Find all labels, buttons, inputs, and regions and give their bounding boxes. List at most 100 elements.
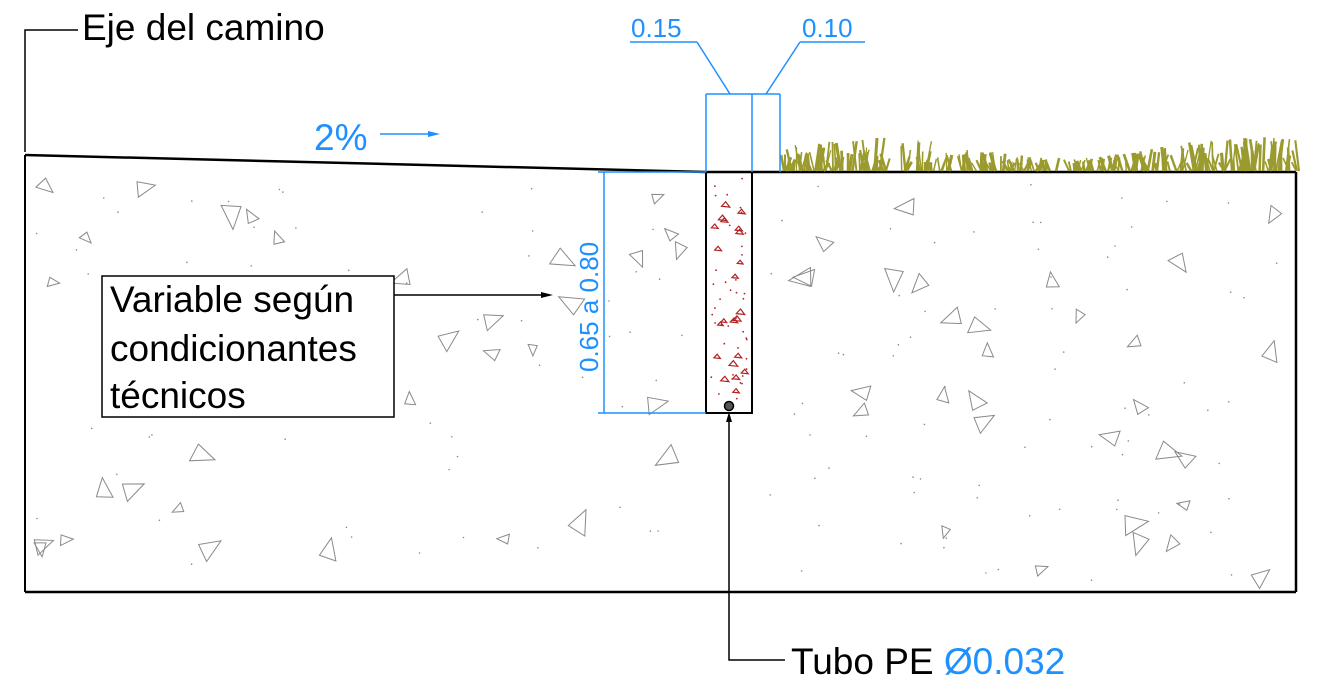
hatch-triangle	[893, 197, 915, 216]
hatch-triangle	[628, 249, 644, 269]
hatch-triangle	[939, 306, 962, 325]
hatch-triangle	[273, 229, 286, 245]
grass-blade	[1038, 159, 1044, 172]
hatch-dot	[1243, 296, 1245, 299]
road-axis-leader	[24, 29, 78, 152]
aggregate-triangle	[736, 259, 745, 265]
hatch-dot	[531, 230, 534, 232]
concrete-aggregate	[710, 177, 750, 400]
aggregate-dot	[735, 317, 737, 319]
hatch-dot	[1121, 453, 1124, 456]
hatch-dot	[658, 278, 661, 280]
grass-blade	[1204, 154, 1211, 172]
hatch-dot	[186, 261, 188, 264]
hatch-dot	[1227, 202, 1230, 204]
grass-blade	[905, 161, 913, 172]
grass-blade	[796, 160, 802, 172]
grass-blade	[1063, 159, 1070, 172]
grass-blade	[1132, 155, 1139, 172]
hatch-triangle	[1165, 533, 1181, 553]
hatch-dot	[828, 467, 830, 469]
hatch-dot	[1275, 262, 1278, 265]
grass-blade	[1228, 139, 1234, 172]
aggregate-dot	[743, 292, 746, 295]
hatch-dot	[477, 318, 479, 321]
road-axis-label: Eje del camino	[82, 7, 325, 48]
grass-blade	[1019, 155, 1024, 172]
grass-blade	[1291, 150, 1298, 172]
hatch-dot	[608, 300, 610, 302]
hatch-dot	[842, 353, 845, 356]
grass-blade	[1043, 159, 1051, 172]
hatch-dot	[1230, 574, 1233, 576]
hatch-triangle	[849, 385, 872, 402]
grass-blade	[1269, 141, 1277, 172]
hatch-triangle	[791, 268, 816, 288]
hatch-dot	[900, 542, 902, 545]
hatch-dot	[1049, 418, 1051, 421]
aggregate-triangle	[719, 375, 731, 383]
hatch-dot	[117, 211, 119, 213]
hatch-triangle	[59, 534, 75, 547]
aggregate-triangle	[733, 225, 744, 232]
aggregate-dot	[732, 374, 734, 376]
hatch-triangle	[171, 501, 185, 513]
hatch-dot	[1054, 368, 1056, 370]
grass-blade	[1086, 160, 1092, 172]
grass-blade	[1185, 162, 1193, 172]
hatch-dot	[1040, 221, 1042, 224]
aggregate-dot	[741, 245, 743, 248]
grass-blade	[1264, 161, 1269, 172]
hatch-dot	[1117, 499, 1119, 502]
hatch-dot	[405, 282, 408, 284]
aggregate-dot	[718, 393, 720, 395]
hatch-dot	[769, 494, 771, 496]
hatch-dot	[451, 436, 453, 438]
aggregate-triangle	[731, 373, 741, 381]
aggregate-dot	[742, 330, 745, 333]
grass-blade	[1028, 156, 1035, 172]
hatch-dot	[1030, 183, 1032, 186]
grass-blade	[825, 159, 833, 172]
hatch-dot	[462, 536, 465, 539]
grass-blade	[1054, 157, 1061, 172]
hatch-dot	[87, 273, 89, 275]
hatch-dot	[889, 228, 892, 230]
grass-blade	[832, 157, 840, 172]
grass-blade	[1153, 162, 1159, 172]
aggregate-dot	[741, 254, 743, 256]
note-line-3: técnicos	[110, 375, 246, 416]
grass-blade	[1242, 141, 1249, 172]
hatch-dot	[1037, 248, 1040, 251]
hatch-dot	[1051, 308, 1053, 310]
grass-blade	[1001, 153, 1007, 172]
hatch-dot	[1116, 508, 1118, 511]
hatch-dot	[1126, 288, 1128, 291]
grass-blade	[1080, 159, 1086, 172]
grass-blade	[1180, 152, 1185, 172]
hatch-dot	[456, 455, 459, 458]
slope-label: 2%	[314, 117, 367, 158]
aggregate-dot	[714, 322, 716, 324]
hatch-dot	[1106, 256, 1109, 258]
hatch-triangle	[1097, 430, 1121, 447]
hatch-dot	[814, 477, 816, 480]
grass-blade	[1146, 149, 1154, 172]
hatch-dot	[347, 269, 350, 272]
grass-blade	[990, 156, 994, 172]
grass-blade	[865, 157, 871, 172]
grass-blade	[1244, 143, 1252, 172]
note-line-2: condicionantes	[110, 328, 357, 369]
hatch-triangle	[95, 476, 114, 498]
hatch-triangle	[973, 414, 996, 435]
hatch-dot	[1183, 382, 1186, 384]
grass-blade	[858, 149, 866, 172]
grass-blade	[1261, 137, 1266, 172]
hatch-triangle	[651, 193, 665, 205]
pipe-label-text: Tubo PE	[791, 641, 944, 679]
hatch-dot	[655, 379, 657, 382]
hatch-dot	[418, 552, 421, 554]
hatch-dot	[945, 537, 947, 539]
hatch-triangle	[1250, 568, 1271, 590]
